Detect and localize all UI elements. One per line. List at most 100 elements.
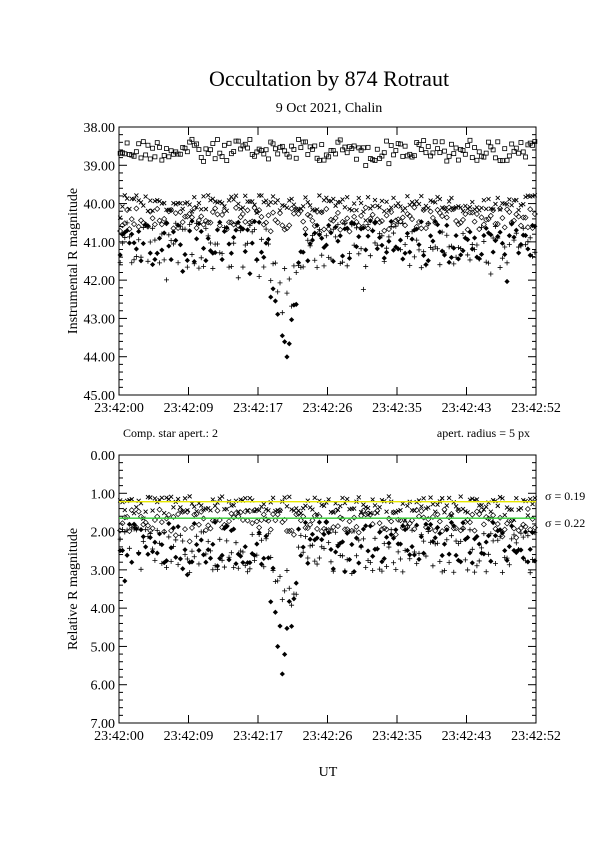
top-point-diamond-open xyxy=(131,221,138,228)
bottom-point-plus xyxy=(335,541,341,547)
bottom-point-diamond-filled xyxy=(476,541,482,547)
top-point-plus xyxy=(502,244,508,250)
bottom-point-x xyxy=(465,510,470,515)
top-y-axis-label: Instrumental R magnitude xyxy=(66,188,81,334)
top-point-x xyxy=(300,204,306,209)
bottom-point-plus xyxy=(328,559,334,565)
top-point-diamond-filled xyxy=(275,311,281,317)
bottom-point-diamond-open xyxy=(191,511,198,518)
bottom-point-diamond-filled xyxy=(520,555,526,561)
bottom-point-plus xyxy=(282,588,288,594)
top-point-plus xyxy=(298,264,304,270)
bottom-point-diamond-open xyxy=(249,520,256,527)
bottom-point-diamond-open xyxy=(188,524,195,531)
top-point-diamond-filled xyxy=(272,298,278,304)
bottom-point-diamond-filled xyxy=(356,560,362,566)
top-point-plus xyxy=(226,264,232,270)
bottom-point-x xyxy=(530,501,535,507)
top-x-tick-label: 23:42:09 xyxy=(164,401,214,416)
top-point-square xyxy=(342,144,348,150)
top-point-plus xyxy=(163,277,169,283)
bottom-point-plus xyxy=(226,554,232,560)
top-point-diamond-open xyxy=(191,205,198,212)
top-point-x xyxy=(456,203,461,209)
bottom-point-plus xyxy=(458,538,464,544)
bottom-point-plus xyxy=(469,546,475,552)
top-point-plus xyxy=(143,222,149,228)
bottom-point-diamond-open xyxy=(494,521,501,528)
top-point-plus xyxy=(349,222,355,228)
bottom-point-plus xyxy=(409,527,415,533)
bottom-point-diamond-filled xyxy=(238,553,244,559)
top-point-diamond-open xyxy=(128,216,135,223)
bottom-point-diamond-open xyxy=(390,509,397,516)
top-point-diamond-filled xyxy=(427,233,434,239)
bottom-point-plus xyxy=(159,560,165,566)
bottom-point-diamond-open xyxy=(158,519,165,526)
bottom-point-diamond-filled xyxy=(458,559,464,565)
bottom-point-plus xyxy=(219,557,225,563)
top-point-diamond-open xyxy=(383,212,390,219)
bottom-point-diamond-filled xyxy=(242,544,248,550)
top-point-diamond-open xyxy=(441,205,448,212)
bottom-point-diamond-open xyxy=(376,520,383,527)
top-point-x xyxy=(374,203,380,209)
top-point-diamond-filled xyxy=(460,248,466,254)
bottom-point-diamond-filled xyxy=(400,523,406,529)
bottom-point-plus xyxy=(323,526,329,532)
bottom-point-diamond-filled xyxy=(495,528,501,534)
top-point-x xyxy=(379,198,385,204)
bottom-point-diamond-filled xyxy=(170,525,177,531)
top-point-diamond-filled xyxy=(356,234,362,240)
bottom-point-plus xyxy=(347,528,353,534)
top-point-diamond-filled xyxy=(189,218,195,224)
top-point-diamond-filled xyxy=(233,227,239,233)
top-point-diamond-filled xyxy=(469,246,475,252)
top-point-x xyxy=(490,207,496,212)
bottom-point-diamond-filled xyxy=(485,533,492,539)
bottom-point-diamond-filled xyxy=(228,527,234,534)
bottom-point-diamond-open xyxy=(457,527,464,534)
top-point-square xyxy=(416,142,422,147)
top-point-diamond-open xyxy=(212,205,219,212)
top-point-square xyxy=(509,141,515,147)
top-point-square xyxy=(504,157,510,163)
top-point-diamond-filled xyxy=(265,236,272,242)
top-point-x xyxy=(432,199,438,205)
top-point-diamond-filled xyxy=(293,301,299,307)
top-point-diamond-filled xyxy=(319,235,325,241)
bottom-point-diamond-filled xyxy=(430,538,436,545)
top-point-x xyxy=(479,205,484,211)
bottom-point-diamond-filled xyxy=(434,524,441,531)
top-y-tick-label: 44.00 xyxy=(84,351,116,366)
top-point-diamond-open xyxy=(487,212,494,219)
bottom-point-x xyxy=(377,504,382,510)
top-point-square xyxy=(316,157,322,163)
top-point-plus xyxy=(122,235,128,241)
bottom-point-diamond-filled xyxy=(414,522,420,528)
top-point-square xyxy=(157,144,162,150)
bottom-point-diamond-filled xyxy=(388,531,394,538)
top-point-plus xyxy=(279,310,285,316)
top-point-diamond-filled xyxy=(351,221,357,227)
top-point-x xyxy=(124,196,130,201)
top-point-plus xyxy=(488,271,494,277)
bottom-point-diamond-open xyxy=(149,525,156,532)
bottom-point-diamond-open xyxy=(441,506,448,513)
bottom-point-plus xyxy=(506,562,512,568)
bottom-point-diamond-open xyxy=(346,518,353,525)
top-point-diamond-open xyxy=(337,226,344,233)
top-point-plus xyxy=(203,225,209,231)
bottom-point-diamond-open xyxy=(522,523,529,530)
top-point-diamond-open xyxy=(198,213,205,220)
bottom-point-diamond-open xyxy=(483,514,490,521)
top-point-plus xyxy=(386,234,392,240)
top-point-square xyxy=(150,145,155,151)
bottom-point-x xyxy=(286,494,292,500)
bottom-point-x xyxy=(446,495,452,501)
top-point-plus xyxy=(224,225,230,231)
top-point-diamond-filled xyxy=(312,230,318,236)
bottom-point-diamond-filled xyxy=(149,549,156,555)
top-point-x xyxy=(453,204,459,210)
top-point-x xyxy=(222,204,227,209)
